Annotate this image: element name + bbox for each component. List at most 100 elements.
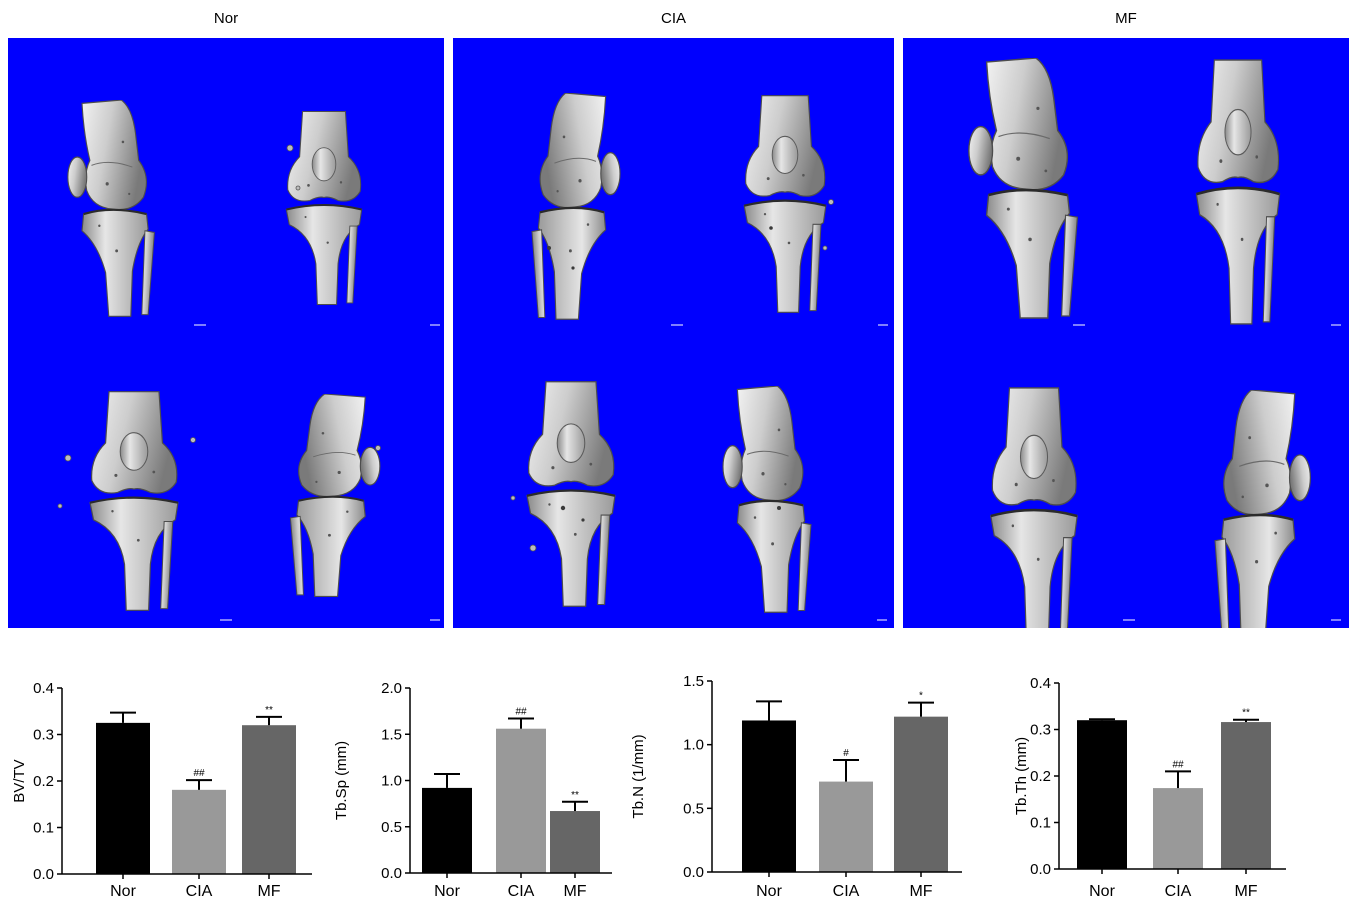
y-tick-label: 0.5 <box>683 800 704 817</box>
x-category-label: CIA <box>1165 883 1192 900</box>
x-category-label: MF <box>909 883 932 900</box>
bar-cia <box>496 728 546 873</box>
x-category-label: CIA <box>508 883 535 900</box>
bar-mf <box>894 716 948 872</box>
y-tick-label: 0.1 <box>33 820 54 837</box>
x-category-label: Nor <box>756 883 782 900</box>
x-category-label: MF <box>563 883 586 900</box>
nor-microct-panel <box>8 38 444 628</box>
y-tick-label: 0.2 <box>33 773 54 790</box>
bar-nor <box>742 720 796 872</box>
cia-microct-image <box>510 93 888 621</box>
error-bar <box>833 758 859 782</box>
error-bar <box>186 779 212 790</box>
y-tick-label: 0.5 <box>381 819 402 836</box>
bar-mf <box>242 725 296 874</box>
y-axis-label: Tb.Sp (mm) <box>333 741 350 820</box>
y-tick-label: 0.0 <box>381 865 402 882</box>
bar-nor <box>422 787 472 873</box>
y-axis-label: Tb.Th (mm) <box>1013 737 1030 815</box>
x-category-label: MF <box>257 883 280 900</box>
error-bar <box>434 773 460 788</box>
scale-bar <box>671 324 888 621</box>
error-bar <box>908 701 934 717</box>
error-bar <box>508 717 534 729</box>
bar-cia <box>1153 788 1203 869</box>
y-tick-label: 0.3 <box>33 727 54 744</box>
bone-fragments <box>510 199 834 552</box>
panel-label-mf: MF <box>1115 10 1137 27</box>
nor-knee-render-lateral-2 <box>289 394 381 598</box>
mf-knee-render-frontal-2 <box>989 386 1079 628</box>
nor-knee-render-frontal <box>285 110 363 306</box>
significance-label: ** <box>1242 708 1250 719</box>
x-category-label: Nor <box>1089 883 1115 900</box>
bar-cia <box>172 789 226 874</box>
mf-knee-render-frontal <box>1195 58 1281 326</box>
panel-label-cia: CIA <box>660 10 686 27</box>
y-tick-label: 0.0 <box>1030 861 1051 878</box>
error-bar <box>756 700 782 721</box>
y-tick-label: 1.5 <box>683 673 704 690</box>
y-tick-label: 0.1 <box>1030 815 1051 832</box>
tbth-chart: Nor ## CIA ** MF 0.0 0.1 0.2 0.3 0.4 Tb.Th (mm) <box>1013 675 1286 900</box>
significance-label: ## <box>193 768 205 779</box>
scale-bar <box>1073 324 1341 621</box>
x-category-label: CIA <box>833 883 860 900</box>
x-category-label: CIA <box>186 883 213 900</box>
error-bar <box>562 800 588 812</box>
y-axis-label: BV/TV <box>11 759 28 802</box>
panel-label-nor: Nor <box>213 10 239 27</box>
y-tick-label: 0.4 <box>33 680 54 697</box>
significance-label: ** <box>265 705 273 716</box>
mf-microct-image <box>967 58 1341 628</box>
y-tick-label: 2.0 <box>381 680 402 697</box>
x-category-label: MF <box>1234 883 1257 900</box>
bar-nor <box>96 722 150 874</box>
significance-label: ## <box>1172 759 1184 770</box>
cia-knee-render-lateral <box>530 93 622 321</box>
nor-microct-image <box>57 100 440 621</box>
y-tick-label: 1.5 <box>381 726 402 743</box>
mf-microct-panel <box>903 38 1349 628</box>
bar-cia <box>819 781 873 872</box>
error-bar <box>110 711 136 723</box>
y-tick-label: 0.0 <box>33 866 54 883</box>
y-tick-label: 0.2 <box>1030 768 1051 785</box>
cia-microct-panel <box>453 38 894 628</box>
x-category-label: Nor <box>434 883 460 900</box>
error-bar <box>1233 718 1259 723</box>
y-tick-label: 0.0 <box>683 864 704 881</box>
nor-knee-render-lateral <box>66 100 156 318</box>
y-axis-label: Tb.N (1/mm) <box>630 734 647 818</box>
tbsp-chart: Nor ## CIA ** MF 0.0 0.5 1.0 1.5 2.0 Tb.Sp (mm) <box>333 680 612 900</box>
significance-label: ** <box>571 790 579 801</box>
significance-label: # <box>843 748 849 759</box>
error-bar <box>1165 770 1191 789</box>
y-tick-label: 0.3 <box>1030 722 1051 739</box>
significance-label: ## <box>515 707 527 718</box>
cia-knee-render-frontal-2 <box>525 380 617 608</box>
bar-nor <box>1077 720 1127 869</box>
y-tick-label: 1.0 <box>683 737 704 754</box>
tbn-chart: Nor # CIA * MF 0.0 0.5 1.0 1.5 Tb.N (1/mm) <box>630 673 962 900</box>
bvtv-chart: Nor ## CIA ** MF 0.0 0.1 0.2 0.3 0.4 BV/TV <box>11 680 312 900</box>
y-tick-label: 1.0 <box>381 773 402 790</box>
error-bar <box>1089 718 1115 721</box>
x-category-label: Nor <box>110 883 136 900</box>
bone-fragments <box>57 144 381 509</box>
error-bar <box>256 715 282 726</box>
bone-erosion-spots <box>547 226 781 522</box>
bar-mf <box>1221 722 1271 869</box>
nor-knee-render-frontal-2 <box>88 390 180 612</box>
mf-knee-render-lateral <box>967 58 1079 320</box>
cia-knee-render-frontal <box>743 94 827 314</box>
significance-label: * <box>919 691 923 702</box>
bar-mf <box>550 811 600 873</box>
bone-morphometry-charts: Nor ## CIA ** MF 0.0 0.1 0.2 0.3 0.4 BV/TV Nor ## CIA… <box>11 673 1286 900</box>
scale-bar <box>194 324 440 621</box>
cia-knee-render-lateral-2 <box>721 386 813 614</box>
y-tick-label: 0.4 <box>1030 675 1051 692</box>
mf-knee-render-lateral-2 <box>1213 390 1312 628</box>
